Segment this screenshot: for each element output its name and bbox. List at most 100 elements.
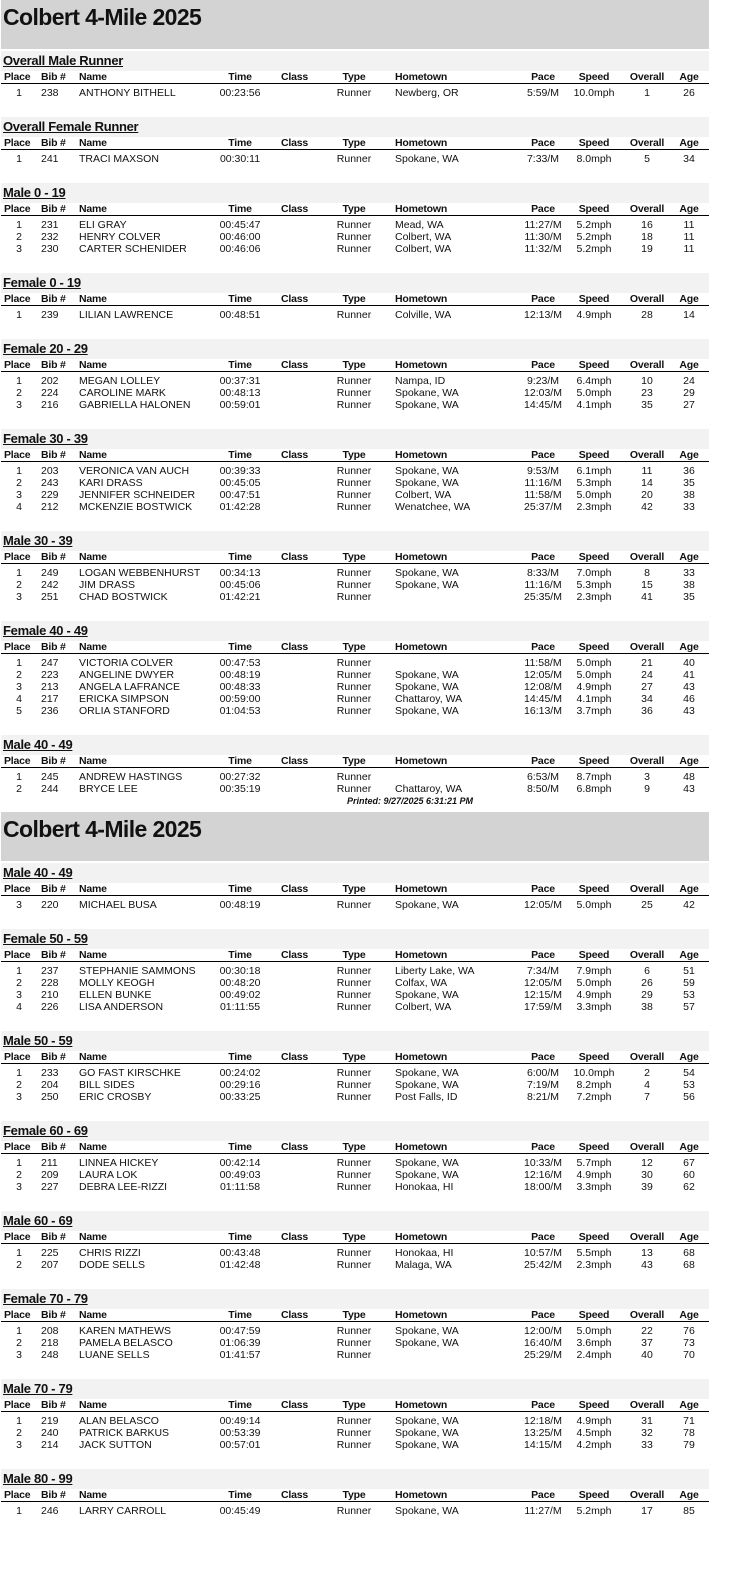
cell-place: 3 xyxy=(16,899,22,911)
column-header-speed: Speed xyxy=(578,641,610,653)
cell-overall: 34 xyxy=(641,693,653,705)
cell-time: 00:37:31 xyxy=(219,375,261,387)
column-header-hometown: Hometown xyxy=(395,71,448,83)
cell-overall: 9 xyxy=(644,783,650,795)
column-header-overall: Overall xyxy=(629,137,665,149)
cell-type: Runner xyxy=(336,1157,372,1169)
table-row: 2 204 BILL SIDES 00:29:16 Runner Spokane, WA 7… xyxy=(1,1079,709,1091)
cell-place: 1 xyxy=(16,465,22,477)
cell-time: 01:42:21 xyxy=(219,591,261,603)
cell-speed: 4.9mph xyxy=(576,681,612,693)
cell-hometown: Spokane, WA xyxy=(395,1079,459,1091)
section-title: Female 20 - 29 xyxy=(3,341,88,356)
column-header-class: Class xyxy=(281,1141,309,1153)
cell-overall: 20 xyxy=(641,489,653,501)
column-header-age: Age xyxy=(679,449,699,461)
cell-place: 2 xyxy=(16,977,22,989)
cell-place: 1 xyxy=(16,309,22,321)
cell-time: 00:27:32 xyxy=(219,771,261,783)
cell-type: Runner xyxy=(336,1415,372,1427)
cell-bib: 216 xyxy=(41,399,59,411)
page-header: Colbert 4-Mile 2025 xyxy=(1,0,709,49)
section-header-band: Male 30 - 39 xyxy=(1,531,709,551)
section-title: Male 50 - 59 xyxy=(3,1033,73,1048)
results-section: Male 70 - 79 Place Bib # Name Time Class Type H… xyxy=(1,1379,709,1451)
column-header-time: Time xyxy=(228,1309,252,1321)
cell-overall: 13 xyxy=(641,1247,653,1259)
page-title: Colbert 4-Mile 2025 xyxy=(3,4,202,30)
cell-name: CHRIS RIZZI xyxy=(79,1247,141,1259)
cell-type: Runner xyxy=(336,783,372,795)
column-header-overall: Overall xyxy=(629,1489,665,1501)
column-header-time: Time xyxy=(228,949,252,961)
column-header-overall: Overall xyxy=(629,1399,665,1411)
column-header-place: Place xyxy=(4,883,31,895)
cell-pace: 12:00/M xyxy=(524,1325,562,1337)
cell-hometown: Colville, WA xyxy=(395,309,452,321)
cell-age: 33 xyxy=(683,501,695,513)
cell-name: CAROLINE MARK xyxy=(79,387,166,399)
cell-bib: 228 xyxy=(41,977,59,989)
table-row: 3 220 MICHAEL BUSA 00:48:19 Runner Spokane, W… xyxy=(1,899,709,911)
column-header-class: Class xyxy=(281,883,309,895)
cell-place: 1 xyxy=(16,657,22,669)
column-header-bib: Bib # xyxy=(41,1309,66,1321)
cell-hometown: Nampa, ID xyxy=(395,375,446,387)
column-header-age: Age xyxy=(679,1141,699,1153)
table-row: 1 233 GO FAST KIRSCHKE 00:24:02 Runner Spokan… xyxy=(1,1067,709,1079)
cell-type: Runner xyxy=(336,669,372,681)
column-header-time: Time xyxy=(228,1231,252,1243)
section-title: Male 40 - 49 xyxy=(3,865,73,880)
column-header-speed: Speed xyxy=(578,1309,610,1321)
column-header-pace: Pace xyxy=(531,755,555,767)
column-header-hometown: Hometown xyxy=(395,883,448,895)
cell-place: 4 xyxy=(16,1001,22,1013)
cell-overall: 19 xyxy=(641,243,653,255)
cell-hometown: Spokane, WA xyxy=(395,1505,459,1517)
column-header-name: Name xyxy=(79,883,107,895)
column-header-type: Type xyxy=(342,551,366,563)
cell-hometown: Chattaroy, WA xyxy=(395,783,463,795)
cell-age: 56 xyxy=(683,1091,695,1103)
column-header-place: Place xyxy=(4,1489,31,1501)
column-header-time: Time xyxy=(228,1051,252,1063)
cell-type: Runner xyxy=(336,771,372,783)
results-section: Male 60 - 69 Place Bib # Name Time Class Type H… xyxy=(1,1211,709,1271)
table-row: 4 217 ERICKA SIMPSON 00:59:00 Runner Chattaro… xyxy=(1,693,709,705)
cell-age: 48 xyxy=(683,771,695,783)
cell-time: 00:30:18 xyxy=(219,965,261,977)
cell-hometown: Wenatchee, WA xyxy=(395,501,471,513)
column-header-speed: Speed xyxy=(578,137,610,149)
column-header-name: Name xyxy=(79,1399,107,1411)
cell-speed: 4.2mph xyxy=(576,1439,612,1451)
column-header-hometown: Hometown xyxy=(395,1309,448,1321)
cell-pace: 16:13/M xyxy=(524,705,562,717)
table-row: 1 241 TRACI MAXSON 00:30:11 Runner Spokane, W… xyxy=(1,153,709,165)
table-row: 1 225 CHRIS RIZZI 00:43:48 Runner Honokaa, HI… xyxy=(1,1247,709,1259)
column-header-row: Place Bib # Name Time Class Type Hometown Pace S… xyxy=(1,1489,709,1502)
table-row: 2 243 KARI DRASS 00:45:05 Runner Spokane, WA 1… xyxy=(1,477,709,489)
cell-hometown: Spokane, WA xyxy=(395,465,459,477)
cell-pace: 11:58/M xyxy=(524,489,562,501)
cell-speed: 4.9mph xyxy=(576,1169,612,1181)
cell-hometown: Spokane, WA xyxy=(395,579,459,591)
cell-overall: 14 xyxy=(641,477,653,489)
cell-pace: 18:00/M xyxy=(524,1181,562,1193)
column-header-pace: Pace xyxy=(531,1489,555,1501)
column-header-place: Place xyxy=(4,71,31,83)
column-header-hometown: Hometown xyxy=(395,755,448,767)
column-header-place: Place xyxy=(4,755,31,767)
cell-hometown: Spokane, WA xyxy=(395,681,459,693)
cell-pace: 25:35/M xyxy=(524,591,562,603)
column-header-pace: Pace xyxy=(531,1141,555,1153)
column-header-row: Place Bib # Name Time Class Type Hometown Pace S… xyxy=(1,293,709,306)
cell-type: Runner xyxy=(336,1337,372,1349)
cell-time: 00:49:14 xyxy=(219,1415,261,1427)
cell-pace: 25:37/M xyxy=(524,501,562,513)
cell-place: 1 xyxy=(16,1067,22,1079)
cell-speed: 8.7mph xyxy=(576,771,612,783)
column-header-age: Age xyxy=(679,1309,699,1321)
table-row: 3 251 CHAD BOSTWICK 01:42:21 Runner 25:35/M 2.… xyxy=(1,591,709,603)
cell-time: 00:39:33 xyxy=(219,465,261,477)
table-row: 2 228 MOLLY KEOGH 00:48:20 Runner Colfax, WA 1… xyxy=(1,977,709,989)
